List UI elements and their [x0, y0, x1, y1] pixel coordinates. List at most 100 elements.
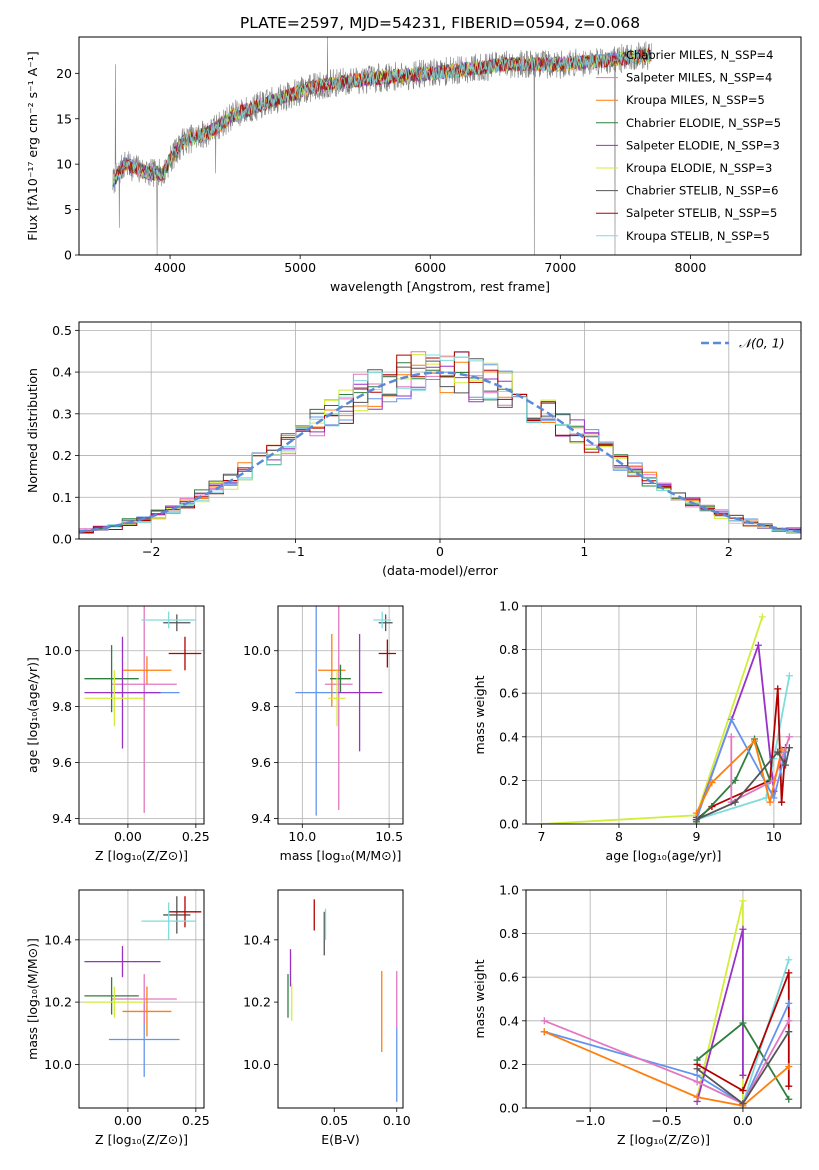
y-axis-label: mass [log₁₀(M/M⊙)]: [25, 938, 40, 1060]
y-tick-label: 0.8: [499, 642, 519, 657]
x-tick-label: 0.25: [182, 1113, 210, 1128]
y-tick-label: 0.2: [499, 1057, 519, 1072]
weight-marker-chabrier_stelib: [693, 1065, 701, 1073]
gaussian-curve: [79, 371, 801, 533]
weight-marker-kroupa_elodie: [739, 897, 747, 905]
x-tick-label: 0.05: [320, 1113, 348, 1128]
weight-marker-salpeter_stelib: [774, 685, 782, 693]
axes-age-vs-mass: 10.0 10.5 9.4 9.6 9.8 10.0 mass [log₁₀(M/M⊙)]: [243, 605, 404, 863]
y-tick-label: 0.4: [499, 729, 519, 744]
y-tick-label: 10: [56, 157, 72, 172]
weight-line-kroupa_miles: [543, 1030, 790, 1107]
weight-marker-chabrier_stelib: [692, 816, 700, 824]
weight-marker-salpeter_stelib: [785, 969, 793, 977]
x-axis-label: wavelength [Angstrom, rest frame]: [330, 279, 550, 294]
weight-marker-salpeter_miles: [693, 1078, 701, 1086]
y-tick-label: 5: [64, 202, 72, 217]
histogram-kroupa_stelib: [79, 354, 801, 534]
legend-label: Kroupa STELIB, N_SSP=5: [626, 229, 770, 243]
weight-line-chabrier_miles: [695, 717, 787, 820]
weight-marker-chabrier_elodie: [731, 776, 739, 784]
weight-marker-kroupa_miles: [766, 798, 774, 806]
axes-weight-vs-Z: −1.0 −0.5 0.0 0.0 0.2 0.4 0.6 0.8 1.0 Z [log₁₀(Z/…: [472, 883, 802, 1147]
y-tick-label: 10.0: [243, 1057, 271, 1072]
x-tick-label: 0.0: [733, 1113, 753, 1128]
y-tick-label: 9.4: [251, 811, 271, 826]
weight-marker-chabrier_stelib: [785, 1028, 793, 1036]
axes-age-vs-Z: 0.00 0.25 9.4 9.6 9.8 10.0 Z [log₁₀(Z/Z⊙)] age …: [25, 605, 210, 863]
y-tick-label: 10.0: [44, 643, 72, 658]
axes-weight-vs-age: 7 8 9 10 0.0 0.2 0.4 0.6 0.8 1.0 age [log₁₀(age/yr…: [472, 599, 802, 863]
x-tick-label: 2: [725, 544, 733, 559]
weight-marker-chabrier_elodie: [739, 1019, 747, 1027]
x-tick-label: 0: [436, 544, 444, 559]
y-axis-label: mass weight: [472, 675, 487, 754]
y-tick-label: 9.6: [251, 755, 271, 770]
weight-marker-kroupa_miles: [692, 809, 700, 817]
x-tick-label: 6000: [414, 260, 446, 275]
x-tick-label: 10.0: [288, 829, 316, 844]
spectrum-model-kroupa_stelib: [112, 48, 652, 186]
weight-marker-salpeter_miles: [540, 1017, 548, 1025]
y-tick-label: 10.2: [44, 995, 72, 1010]
y-tick-label: 0.4: [52, 365, 72, 380]
axes-residuals: −2 −1 0 1 2 0.0 0.1 0.2 0.3 0.4 0.5 (data-model)/er…: [25, 321, 802, 578]
spectrum-model-salpeter_stelib: [112, 47, 652, 186]
x-tick-label: 7: [538, 829, 546, 844]
y-axis-label: mass weight: [472, 959, 487, 1038]
weight-marker-kroupa_stelib: [785, 956, 793, 964]
weight-marker-salpeter_elodie: [739, 1071, 747, 1079]
y-tick-label: 0.0: [499, 1101, 519, 1116]
x-axis-label: mass [log₁₀(M/M⊙)]: [280, 848, 402, 863]
y-axis-label: age [log₁₀(age/yr)]: [25, 657, 40, 773]
x-tick-label: 0.00: [114, 1113, 142, 1128]
y-tick-label: 9.4: [52, 811, 72, 826]
y-tick-label: 0.6: [499, 686, 519, 701]
legend-label: Kroupa MILES, N_SSP=5: [626, 93, 765, 107]
y-tick-label: 0.0: [52, 532, 72, 547]
axes-mass-vs-Z: 0.00 0.25 10.0 10.2 10.4 Z [log₁₀(Z/Z⊙)] mass …: [25, 889, 210, 1147]
axes-frame: [78, 36, 802, 256]
y-tick-label: 10.0: [243, 643, 271, 658]
plot-area: [112, 37, 652, 255]
y-tick-label: 0.1: [52, 490, 72, 505]
plot-area: [287, 899, 398, 1102]
x-axis-label: Z [log₁₀(Z/Z⊙)]: [617, 1132, 710, 1147]
weight-marker-chabrier_stelib: [785, 744, 793, 752]
plot-area: [79, 351, 801, 534]
x-tick-label: −1: [286, 544, 304, 559]
plot-area: [537, 613, 793, 824]
weight-marker-chabrier_elodie: [785, 1095, 793, 1103]
x-tick-label: 7000: [544, 260, 576, 275]
y-tick-label: 0.2: [499, 773, 519, 788]
y-axis-label: Flux [fλ10⁻¹⁷ erg cm⁻² s⁻¹ A⁻¹]: [25, 51, 40, 240]
x-axis-label: (data-model)/error: [382, 563, 499, 578]
legend-label: Salpeter STELIB, N_SSP=5: [626, 206, 777, 220]
y-tick-label: 15: [56, 111, 72, 126]
weight-marker-kroupa_miles: [785, 1063, 793, 1071]
y-tick-label: 0.3: [52, 406, 72, 421]
legend-label: Kroupa ELODIE, N_SSP=3: [626, 161, 772, 175]
axes-frame: [78, 889, 205, 1109]
y-tick-label: 9.6: [52, 755, 72, 770]
axes-frame: [78, 605, 205, 825]
y-tick-label: 0.2: [52, 448, 72, 463]
weight-marker-salpeter_miles: [785, 733, 793, 741]
legend-label: Chabrier STELIB, N_SSP=6: [626, 184, 778, 198]
weight-marker-salpeter_stelib: [785, 1082, 793, 1090]
y-tick-label: 1.0: [499, 883, 519, 898]
weight-line-chabrier_elodie: [695, 736, 771, 823]
weight-marker-kroupa_miles: [778, 746, 786, 754]
axes-frame: [525, 605, 802, 825]
x-tick-label: 10.5: [375, 829, 403, 844]
weight-marker-chabrier_stelib: [739, 1100, 747, 1108]
x-tick-label: 8000: [675, 260, 707, 275]
y-tick-label: 0.0: [499, 817, 519, 832]
x-axis-label: Z [log₁₀(Z/Z⊙)]: [95, 848, 188, 863]
weight-marker-kroupa_stelib: [785, 672, 793, 680]
legend-label: 𝒩(0, 1): [739, 336, 785, 351]
weight-marker-salpeter_miles: [727, 733, 735, 741]
weight-marker-chabrier_elodie: [693, 1056, 701, 1064]
